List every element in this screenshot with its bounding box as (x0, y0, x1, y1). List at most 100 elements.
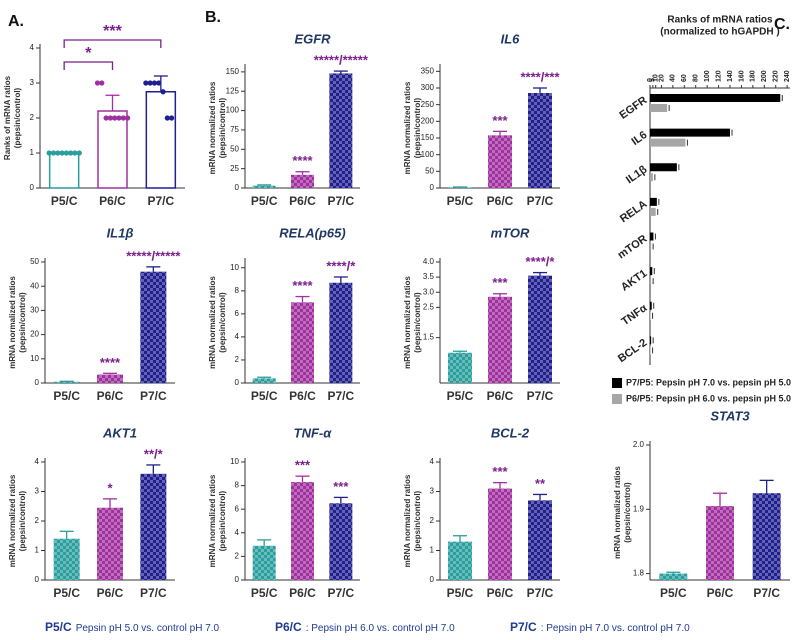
note-text: : Pepsin pH 7.0 vs. control pH 7.0 (541, 623, 690, 634)
y-tick-label: 0 (30, 183, 35, 192)
bar (252, 185, 276, 188)
y-tick-label: 2 (30, 113, 35, 122)
data-point (164, 115, 170, 121)
y-tick-label: RELA (618, 198, 649, 225)
bar (650, 128, 730, 137)
legend-label: P6/P5: Pepsin pH 6.0 vs. pepsin pH 5.0 (626, 393, 791, 403)
y-axis-label: (pepsin/control) (413, 97, 422, 158)
y-tick-label: 3 (35, 487, 40, 496)
bar (329, 282, 353, 383)
bar (650, 346, 651, 355)
significance: *****/***** (314, 53, 369, 68)
chart-title: mTOR (491, 225, 530, 240)
footer-note: P6/C: Pepsin pH 6.0 vs. control pH 7.0 (275, 620, 455, 634)
x-tick-label: 80 (693, 74, 700, 82)
bar (650, 277, 652, 286)
significance: *** (333, 479, 349, 494)
y-tick-label: 1 (35, 546, 40, 555)
x-tick-label: P6/C (707, 586, 734, 600)
x-tick-label: P5/C (251, 389, 278, 403)
y-tick-label: 100 (421, 150, 435, 159)
chart-title: EGFR (294, 31, 331, 46)
chart-title: Ranks of mRNA ratios (667, 15, 773, 26)
y-tick-label: 8 (235, 481, 240, 490)
y-tick-label: 2 (235, 552, 240, 561)
y-axis-label: mRNA normalized ratios (8, 276, 17, 369)
x-tick-label: P5/C (53, 586, 80, 600)
y-tick-label: 20 (30, 330, 39, 339)
data-point (107, 115, 113, 121)
y-tick-label: 1.5 (423, 333, 435, 342)
y-tick-label: 0 (35, 378, 40, 387)
y-tick-label: 150 (421, 133, 435, 142)
bar (528, 93, 552, 188)
x-tick-label: P6/C (289, 389, 316, 403)
x-tick-label: P6/C (487, 194, 514, 208)
y-axis-label: (pepsin/control) (623, 482, 632, 543)
significance: **** (292, 153, 313, 168)
x-tick-label: P6/C (97, 586, 124, 600)
y-tick-label: 350 (421, 66, 435, 75)
x-tick-label: P5/C (251, 194, 278, 208)
bar (252, 378, 276, 383)
x-tick-label: 200 (761, 70, 768, 82)
x-tick-label: P6/C (487, 389, 514, 403)
x-tick-label: P5/C (660, 586, 687, 600)
data-point (46, 150, 52, 156)
x-tick-label: 10 (653, 74, 660, 82)
y-tick-label: 0 (235, 575, 240, 584)
x-tick-label: P5/C (51, 194, 78, 208)
y-axis-label: mRNA normalized ratios (208, 474, 217, 567)
significance: * (85, 45, 92, 62)
bar (528, 275, 552, 383)
y-tick-label: 150 (226, 67, 240, 76)
y-tick-label: 2.0 (633, 440, 645, 449)
bar (291, 174, 314, 188)
significance: ****/* (326, 258, 356, 273)
y-tick-label: EGFR (617, 94, 649, 121)
bar (140, 271, 167, 383)
bar (650, 94, 781, 102)
data-point (76, 150, 82, 156)
x-tick-label: 160 (738, 70, 745, 82)
bar (140, 473, 167, 580)
chart-title: BCL-2 (491, 425, 530, 440)
footer-note: P5/C Pepsin pH 5.0 vs. control pH 7.0 (45, 620, 220, 634)
y-tick-label: TNFα (619, 302, 649, 328)
y-tick-label: 250 (421, 100, 435, 109)
x-tick-label: P6/C (289, 194, 316, 208)
x-tick-label: P5/C (447, 194, 474, 208)
bar (650, 207, 656, 216)
footer-note: P7/C: Pepsin pH 7.0 vs. control pH 7.0 (510, 620, 690, 634)
y-tick-label: 125 (226, 86, 240, 95)
significance: **** (292, 278, 313, 293)
y-tick-label: 100 (226, 106, 240, 115)
bar (650, 163, 677, 172)
y-tick-label: 50 (30, 257, 39, 266)
chart-title: RELA(p65) (279, 225, 345, 240)
x-tick-label: 100 (704, 70, 711, 82)
data-point (59, 150, 65, 156)
y-tick-label: 0 (430, 575, 435, 584)
y-tick-label: 10 (230, 263, 239, 272)
y-tick-label: AKT1 (619, 267, 649, 293)
panel-label: B. (205, 9, 221, 26)
y-axis-label: (pepsin/control) (18, 490, 27, 551)
y-tick-label: 6 (235, 309, 240, 318)
data-point (156, 80, 162, 86)
significance: *** (492, 275, 508, 290)
y-tick-label: 2 (430, 516, 435, 525)
x-tick-label: P7/C (327, 389, 354, 403)
y-tick-label: 75 (230, 125, 239, 134)
significance: *** (492, 464, 508, 479)
bracket (63, 61, 114, 70)
chart-title: IL6 (501, 31, 521, 46)
y-tick-label: 4 (235, 528, 240, 537)
note-text: : Pepsin pH 6.0 vs. control pH 7.0 (306, 623, 455, 634)
y-tick-label: 10 (30, 354, 39, 363)
chart-title: AKT1 (102, 425, 137, 440)
y-axis-label: (pepsin/control) (218, 292, 227, 353)
x-tick-label: 5 (650, 78, 657, 82)
data-point (50, 150, 57, 156)
bar (448, 187, 472, 188)
